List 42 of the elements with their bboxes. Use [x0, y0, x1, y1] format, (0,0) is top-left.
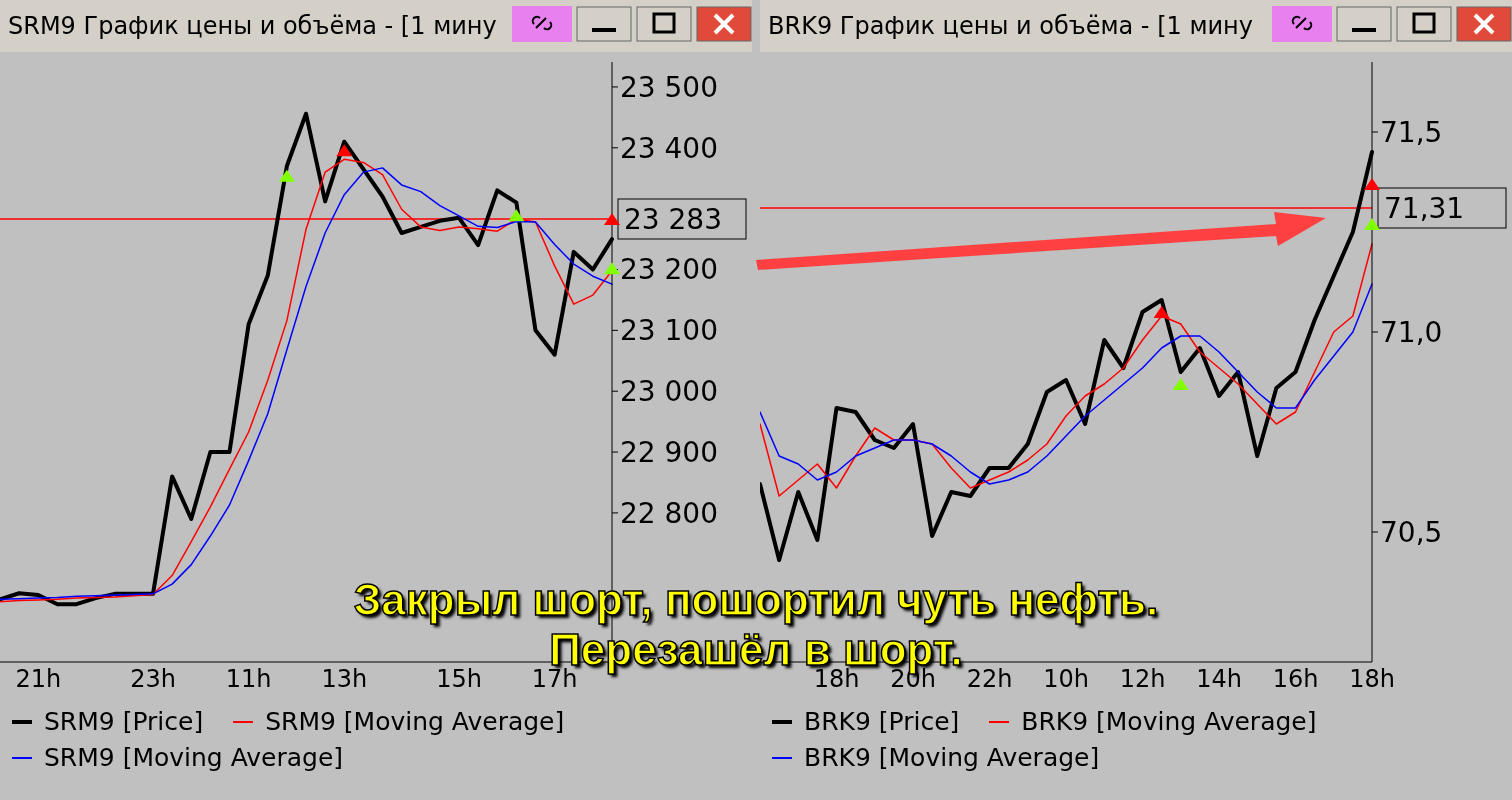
chart-title: SRM9 График цены и объёма - [1 мину [7, 12, 497, 40]
x-tick-label: 22h [966, 665, 1013, 694]
ref-line-label: 23 283 [624, 203, 722, 236]
x-tick-label: 16h [1272, 665, 1319, 694]
point [604, 213, 620, 225]
legend-label: BRK9 [Moving Average] [803, 742, 1100, 774]
x-tick-label: 21h [15, 665, 62, 694]
y-tick-label: 23 200 [620, 253, 718, 287]
y-tick-label: 23 000 [620, 375, 718, 409]
chart-title: BRK9 График цены и объёма - [1 мину [767, 12, 1253, 40]
point [604, 262, 620, 275]
legend-label: SRM9 [Price] [43, 706, 204, 738]
point [1153, 306, 1170, 318]
point [1172, 378, 1189, 390]
x-tick-label: 15h [436, 665, 482, 694]
legend-label: BRK9 [Moving Average] [1020, 706, 1317, 738]
y-tick-label: 23 100 [620, 314, 718, 348]
y-tick-label: 71,0 [1380, 315, 1443, 349]
ref-line-label: 71,31 [1384, 192, 1465, 225]
x-tick-label: 14h [1196, 665, 1242, 694]
line-series [760, 283, 1373, 485]
x-tick-label: 10h [1043, 665, 1089, 694]
point [336, 144, 353, 157]
y-tick-label: 23 500 [620, 70, 718, 104]
annotation: Закрыл шорт, пошортил чуть нефть. [352, 575, 1160, 625]
point [508, 209, 525, 222]
x-tick-label: 18h [1349, 665, 1395, 694]
point [1364, 218, 1380, 230]
legend-label: SRM9 [Moving Average] [43, 742, 344, 774]
point [1364, 178, 1380, 190]
x-tick-label: 11h [225, 665, 272, 694]
point [278, 169, 295, 182]
x-tick-label: 23h [130, 665, 176, 694]
y-tick-label: 23 400 [620, 131, 718, 165]
x-tick-label: 13h [321, 665, 368, 694]
y-tick-label: 22 800 [620, 496, 718, 530]
legend-label: SRM9 [Moving Average] [264, 706, 565, 738]
y-tick-label: 71,5 [1380, 115, 1443, 149]
y-tick-label: 22 900 [620, 436, 718, 469]
x-tick-label: 12h [1119, 665, 1166, 694]
legend-label: BRK9 [Price] [803, 706, 960, 738]
y-tick-label: 70,5 [1380, 515, 1443, 549]
